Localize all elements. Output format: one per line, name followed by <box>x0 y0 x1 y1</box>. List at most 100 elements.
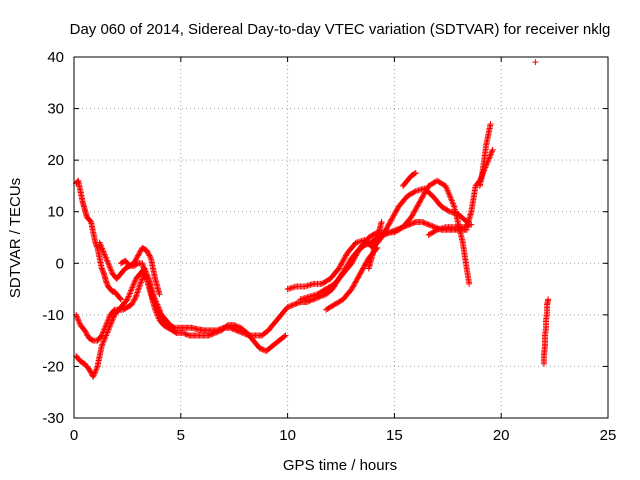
data-point <box>342 253 349 260</box>
data-point <box>340 256 347 263</box>
data-point <box>130 298 137 305</box>
data-point <box>291 301 298 308</box>
data-point <box>424 221 431 228</box>
data-point <box>355 274 362 281</box>
data-point <box>428 222 435 229</box>
data-point <box>352 252 359 259</box>
data-point <box>392 210 399 217</box>
data-point <box>416 199 423 206</box>
data-point <box>97 241 104 248</box>
data-point <box>445 188 452 195</box>
data-point <box>360 264 367 271</box>
data-point <box>128 286 135 293</box>
data-point <box>350 282 357 289</box>
data-point <box>352 253 359 260</box>
data-point <box>288 302 295 309</box>
data-point <box>96 239 103 246</box>
data-point <box>83 329 90 336</box>
data-point <box>126 291 133 298</box>
data-point <box>152 306 159 313</box>
data-point <box>93 364 100 371</box>
data-point <box>410 210 417 217</box>
data-point <box>93 243 100 250</box>
data-point <box>349 258 356 265</box>
data-point <box>354 249 361 256</box>
data-point <box>103 331 110 338</box>
data-point <box>154 312 161 319</box>
y-tick-label: -20 <box>42 358 64 375</box>
data-point <box>423 186 430 193</box>
data-point <box>155 314 162 321</box>
data-point <box>106 323 113 330</box>
data-point <box>101 336 108 343</box>
data-point <box>384 222 391 229</box>
data-point <box>487 152 494 159</box>
data-point <box>213 329 220 336</box>
data-point <box>421 220 428 227</box>
data-point <box>124 296 131 303</box>
data-point <box>101 335 108 342</box>
data-point <box>136 249 143 256</box>
data-point <box>99 341 106 348</box>
data-point <box>412 170 419 177</box>
data-point <box>107 266 114 273</box>
data-point <box>348 286 355 293</box>
data-point <box>98 342 105 349</box>
data-point <box>351 280 358 287</box>
data-point <box>152 308 159 315</box>
data-point <box>420 219 427 226</box>
data-point <box>90 373 97 380</box>
data-point <box>423 220 430 227</box>
data-point <box>413 204 420 211</box>
data-point <box>445 207 452 214</box>
data-point <box>134 253 141 260</box>
data-point <box>448 196 455 203</box>
plot-frame <box>73 56 609 419</box>
data-point <box>442 182 449 189</box>
data-point <box>392 208 399 215</box>
data-point <box>355 248 362 255</box>
data-point <box>154 303 161 310</box>
data-point <box>105 326 112 333</box>
data-point <box>129 284 136 291</box>
data-point <box>205 332 212 339</box>
data-point <box>131 296 138 303</box>
x-tick-label: 10 <box>279 427 296 444</box>
data-point <box>487 121 494 128</box>
data-point <box>357 269 364 276</box>
data-point <box>125 293 132 300</box>
data-point <box>99 247 106 254</box>
data-point <box>208 331 215 338</box>
data-point <box>281 333 288 340</box>
data-point <box>351 255 358 262</box>
x-tick-label: 0 <box>70 427 78 444</box>
data-point <box>418 195 425 202</box>
data-point <box>185 331 192 338</box>
data-point <box>106 325 113 332</box>
data-point <box>123 297 130 304</box>
data-point <box>100 338 107 345</box>
data-point <box>352 278 359 285</box>
data-point <box>128 301 135 308</box>
data-point <box>81 327 88 334</box>
data-point <box>426 222 433 229</box>
data-point <box>144 248 151 255</box>
data-point <box>99 339 106 346</box>
data-point <box>214 328 221 335</box>
data-point <box>258 345 265 352</box>
data-point <box>363 258 370 265</box>
data-point <box>446 193 453 200</box>
data-point <box>335 265 342 272</box>
data-point <box>74 314 81 321</box>
data-point <box>103 332 110 339</box>
data-point <box>157 308 164 315</box>
data-point <box>75 317 82 324</box>
data-point <box>408 213 415 220</box>
data-point <box>303 298 310 305</box>
data-point <box>414 202 421 209</box>
data-point <box>294 299 301 306</box>
data-point <box>157 310 164 317</box>
data-point <box>74 316 81 323</box>
data-point <box>378 219 385 226</box>
data-point <box>429 223 436 230</box>
